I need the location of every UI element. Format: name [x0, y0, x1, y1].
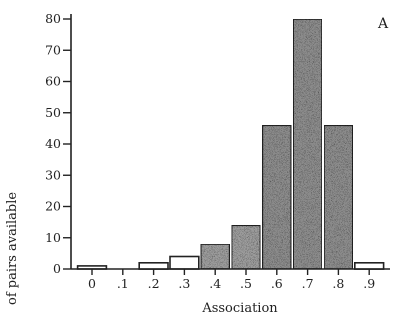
y-tick-label: 40	[45, 136, 61, 151]
bar-7	[292, 18, 323, 270]
histogram-bars	[76, 18, 385, 270]
panel-label: A	[377, 16, 389, 32]
y-axis-ticks: 0 10 20 30 40 50 60 70 80	[45, 11, 71, 276]
x-tick-label: .8	[332, 276, 344, 291]
y-tick-label: 10	[45, 230, 61, 245]
y-tick-label: 80	[45, 11, 61, 26]
bar-5	[230, 224, 262, 270]
x-tick-label: .5	[240, 276, 252, 291]
x-axis-label: Association	[201, 301, 278, 316]
bar-9	[353, 261, 385, 270]
x-tick-label: .1	[117, 276, 129, 291]
bar-2	[138, 261, 169, 270]
y-tick-label: 70	[45, 42, 61, 57]
y-tick-label: 50	[45, 105, 61, 120]
x-tick-label: .4	[209, 276, 221, 291]
y-tick-label: 60	[45, 74, 61, 89]
bar-8	[323, 124, 354, 270]
x-tick-label: 0	[88, 276, 96, 291]
bar-3	[169, 255, 200, 270]
x-tick-label: .3	[178, 276, 190, 291]
x-tick-label: .7	[302, 276, 314, 291]
x-tick-label: .6	[271, 276, 283, 291]
y-axis-label: of pairs available	[5, 192, 20, 305]
x-tick-label: .2	[148, 276, 160, 291]
y-tick-label: 0	[53, 261, 61, 276]
bar-6	[261, 124, 292, 270]
y-tick-label: 30	[45, 167, 61, 182]
x-axis-ticks: 0 .1 .2 .3 .4 .5 .6 .7 .8 .9	[88, 269, 375, 291]
x-tick-label: .9	[363, 276, 375, 291]
y-tick-label: 20	[45, 199, 61, 214]
bar-4	[200, 243, 231, 270]
